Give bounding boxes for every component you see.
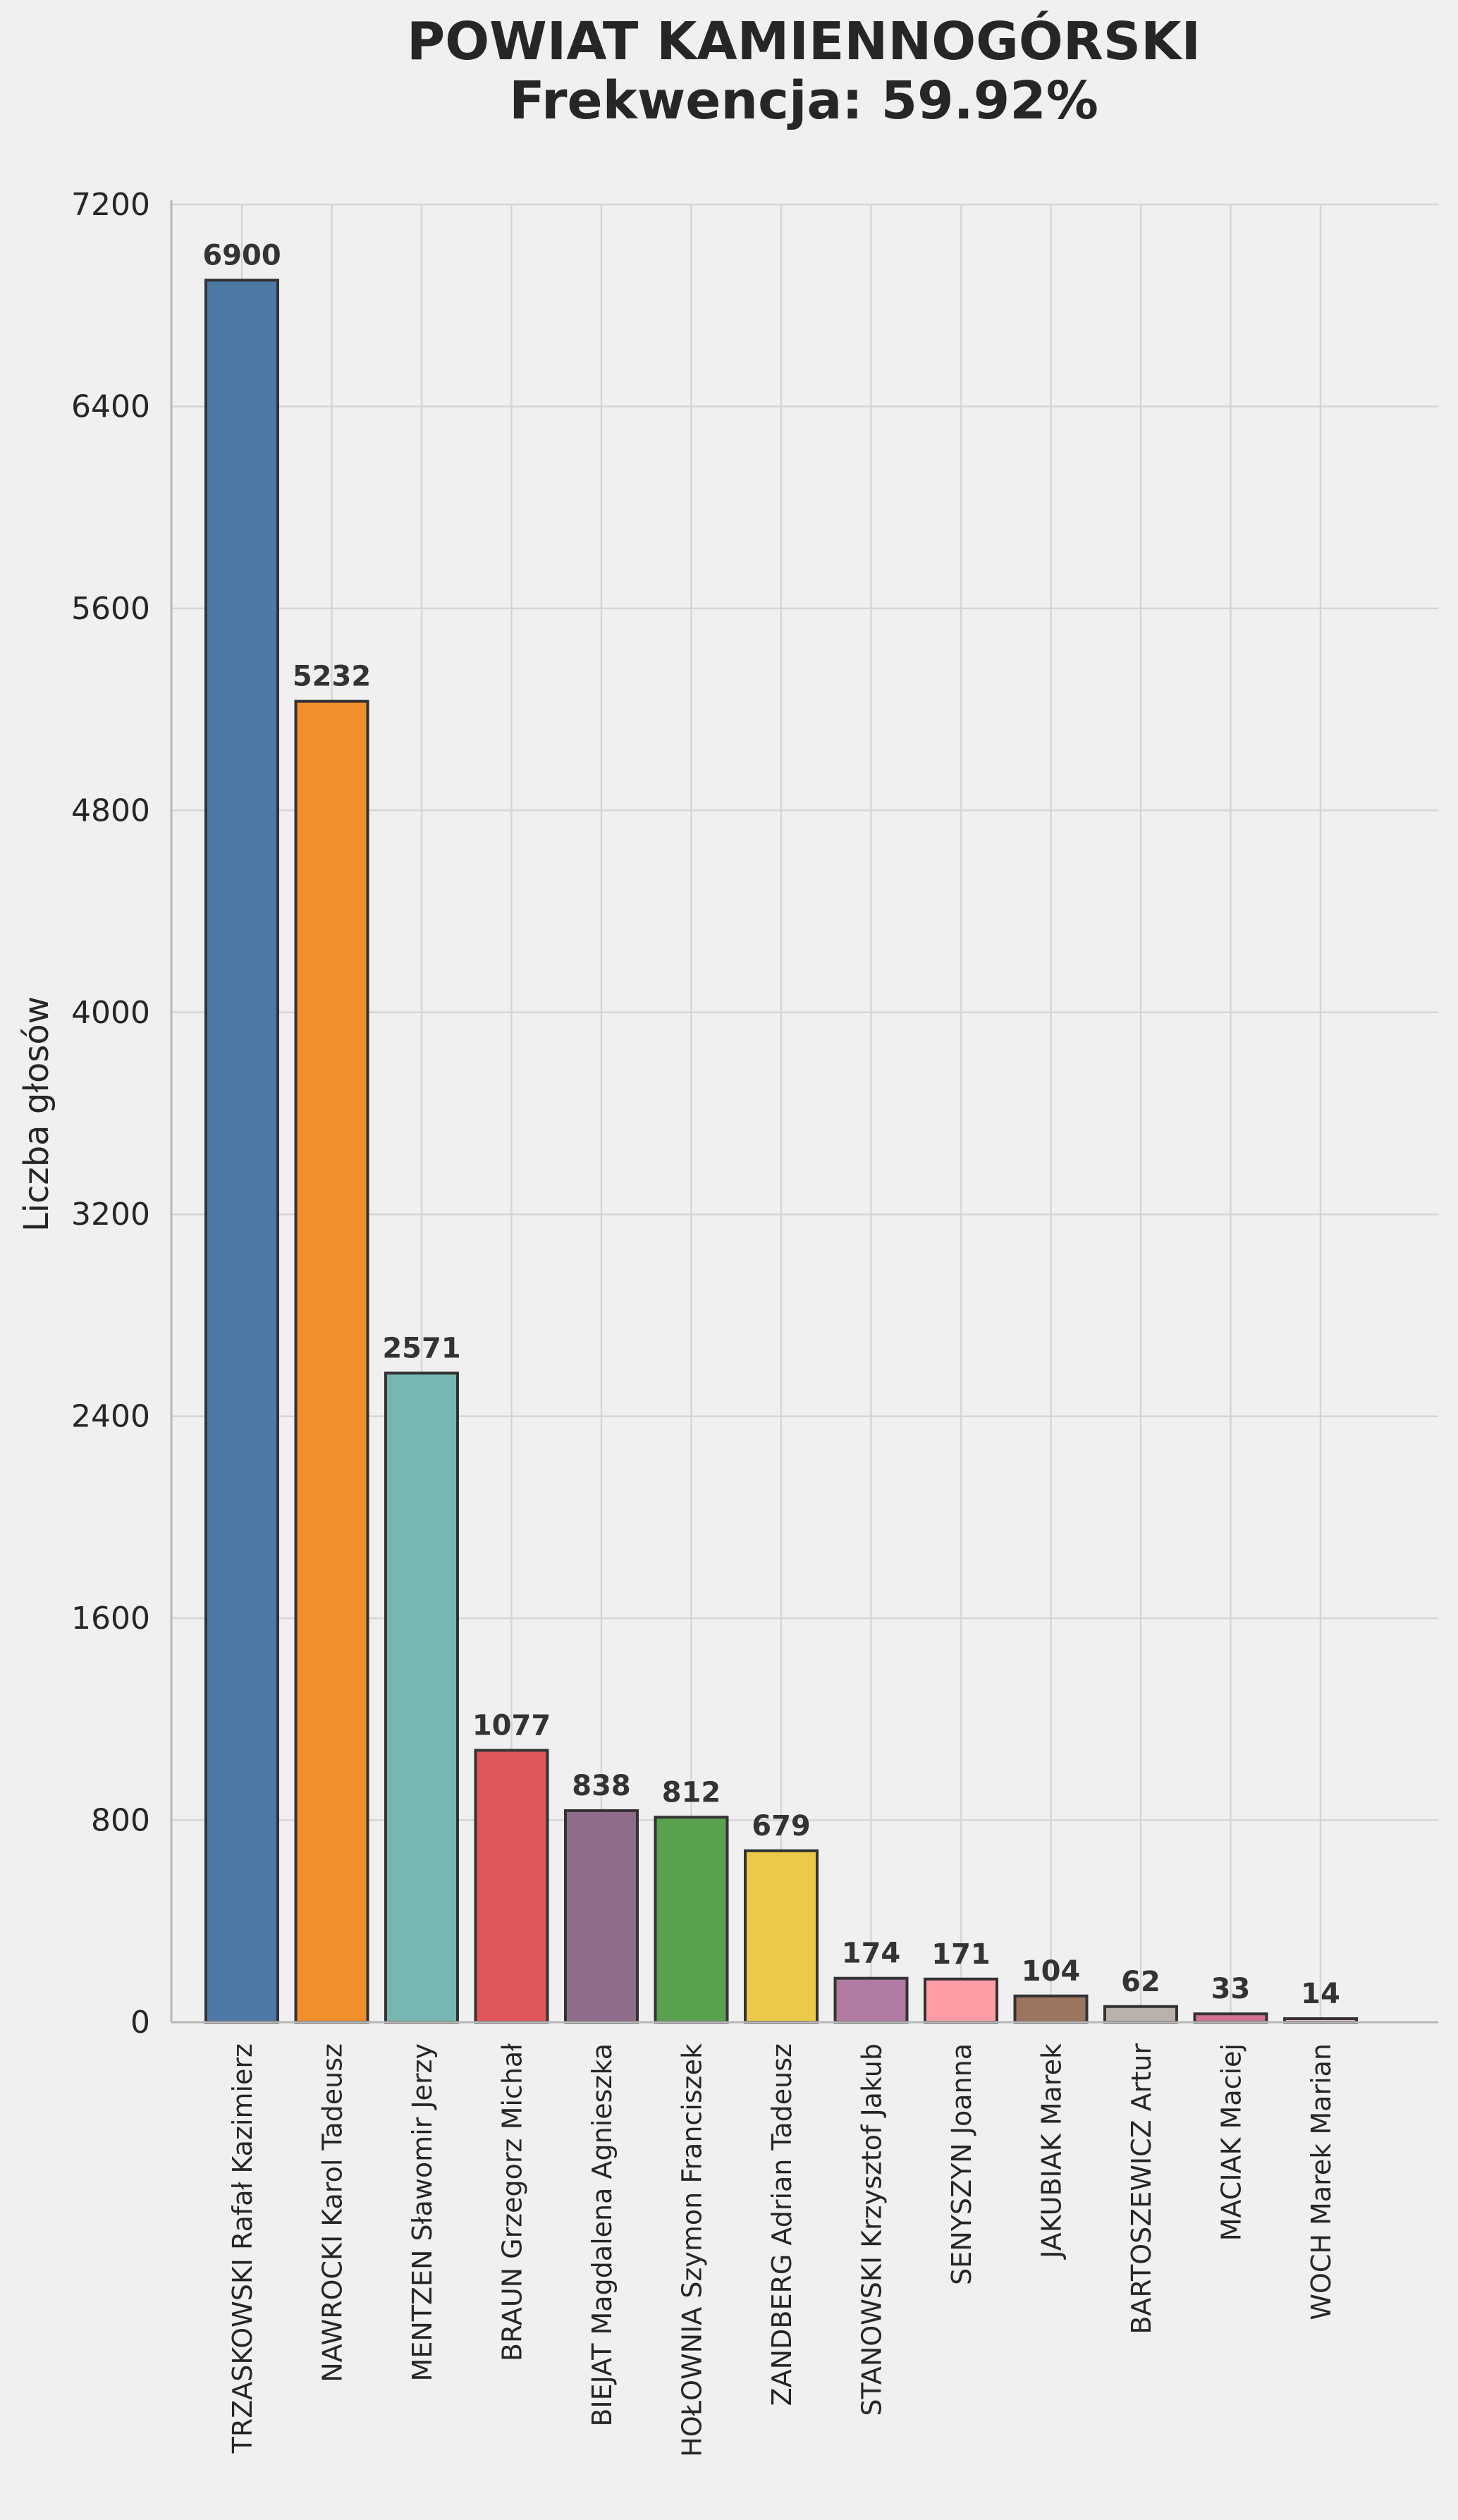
y-tick-label: 2400 xyxy=(71,1399,150,1435)
y-tick-label: 6400 xyxy=(71,389,150,424)
y-tick-label: 800 xyxy=(91,1803,150,1839)
bar xyxy=(654,1816,729,2024)
bar xyxy=(564,1809,639,2024)
x-tick-label: MACIAK Maciej xyxy=(1216,2043,1247,2241)
chart-title-line-2: Frekwencja: 59.92% xyxy=(509,71,1098,131)
bar-value-label: 62 xyxy=(1121,1966,1160,1998)
x-tick-label: BIEJAT Magdalena Agnieszka xyxy=(587,2043,618,2427)
bar xyxy=(474,1749,549,2024)
y-tick-label: 0 xyxy=(130,2005,150,2041)
x-tick-label: MENTZEN Sławomir Jerzy xyxy=(407,2043,438,2381)
x-axis-ticks: TRZASKOWSKI Rafał Kazimierz NAWROCKI Karo… xyxy=(227,2043,1337,2457)
bar-value-label: 838 xyxy=(572,1770,631,1802)
x-tick-label: BARTOSZEWICZ Artur xyxy=(1126,2043,1157,2335)
y-tick-label: 4800 xyxy=(71,793,150,828)
bar xyxy=(384,1371,459,2024)
bar-value-label: 679 xyxy=(752,1810,811,1842)
bars xyxy=(204,279,1358,2024)
x-tick-label: NAWROCKI Karol Tadeusz xyxy=(317,2043,348,2383)
x-tick-label: SENYSZYN Joanna xyxy=(946,2043,977,2285)
y-tick-label: 7200 xyxy=(71,187,150,223)
chart-title: POWIAT KAMIENNOGÓRSKI Frekwencja: 59.92% xyxy=(407,10,1201,131)
x-tick-label: TRZASKOWSKI Rafał Kazimierz xyxy=(227,2043,258,2454)
bar-value-label: 6900 xyxy=(202,239,281,271)
bar-value-label: 104 xyxy=(1022,1955,1081,1988)
y-tick-label: 4000 xyxy=(71,995,150,1031)
bar-value-label: 33 xyxy=(1211,1973,1251,2005)
x-tick-label: WOCH Marek Marian xyxy=(1306,2043,1337,2320)
y-tick-label: 3200 xyxy=(71,1197,150,1233)
y-tick-label: 1600 xyxy=(71,1601,150,1637)
bar-value-label: 174 xyxy=(842,1938,901,1970)
y-axis-ticks: 0 800 1600 2400 3200 4000 4800 5600 6400 7200 xyxy=(71,187,150,2041)
x-tick-label: HOŁOWNIA Szymon Franciszek xyxy=(677,2043,708,2457)
bar xyxy=(294,699,369,2024)
x-tick-label: BRAUN Grzegorz Michał xyxy=(497,2043,528,2361)
y-tick-label: 5600 xyxy=(71,591,150,627)
x-tick-label: ZANDBERG Adrian Tadeusz xyxy=(766,2043,797,2406)
bar xyxy=(924,1977,998,2024)
bar xyxy=(1013,1994,1089,2024)
bar-value-label: 171 xyxy=(931,1938,991,1971)
x-tick-label: STANOWSKI Krzysztof Jakub xyxy=(857,2043,888,2416)
bar xyxy=(204,279,279,2024)
chart-title-line-1: POWIAT KAMIENNOGÓRSKI xyxy=(407,10,1201,72)
axes-spines xyxy=(170,200,1438,2024)
bar-value-label: 2571 xyxy=(382,1332,460,1364)
bar-value-label: 14 xyxy=(1301,1978,1340,2010)
x-tick-label: JAKUBIAK Marek xyxy=(1036,2043,1067,2260)
bar xyxy=(1193,2012,1268,2024)
bar-value-label: 812 xyxy=(662,1776,721,1809)
y-axis-label: Liczba głosów xyxy=(17,996,56,1232)
bar xyxy=(1103,2005,1178,2024)
bar-value-label: 1077 xyxy=(472,1709,551,1742)
bar xyxy=(744,1849,819,2024)
value-labels: 6900 5232 2571 1077 838 812 679 174 171 104 62 33 14 xyxy=(202,239,1340,2010)
bar xyxy=(833,1976,909,2024)
bar-value-label: 5232 xyxy=(293,661,371,693)
